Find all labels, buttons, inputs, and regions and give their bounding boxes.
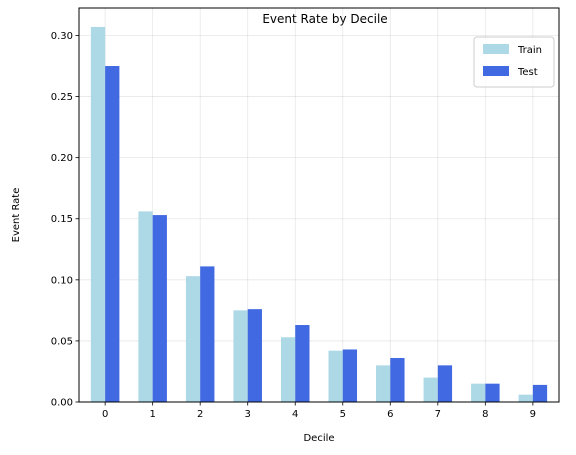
bars bbox=[90, 26, 548, 403]
bar-train bbox=[376, 365, 391, 402]
bar-test bbox=[342, 349, 358, 402]
bar-test bbox=[200, 266, 215, 402]
x-tick-label: 1 bbox=[149, 409, 155, 420]
legend-label-train: Train bbox=[517, 45, 542, 56]
bar-train bbox=[471, 383, 486, 402]
bar-train bbox=[138, 211, 153, 402]
bar-test bbox=[390, 358, 405, 402]
legend: Train Test bbox=[473, 36, 555, 88]
bar-train bbox=[185, 276, 201, 402]
y-tick-label: 0.25 bbox=[51, 92, 73, 103]
y-tick-label: 0.30 bbox=[51, 31, 73, 42]
x-tick-label: 2 bbox=[197, 409, 203, 420]
y-tick-label: 0.20 bbox=[51, 153, 73, 164]
x-tick-label: 0 bbox=[102, 409, 108, 420]
y-axis-title: Event Rate bbox=[11, 188, 22, 243]
y-tick-label: 0.00 bbox=[51, 398, 73, 409]
bar-train bbox=[423, 377, 438, 402]
x-tick-label: 3 bbox=[245, 409, 251, 420]
grid bbox=[79, 8, 559, 403]
legend-swatch-train bbox=[483, 44, 509, 54]
x-axis: 0 1 2 3 4 5 6 7 8 9 bbox=[102, 402, 536, 420]
bar-test bbox=[532, 384, 548, 402]
y-tick-label: 0.15 bbox=[51, 214, 73, 225]
bar-test bbox=[152, 215, 167, 402]
x-tick-label: 6 bbox=[387, 409, 393, 420]
bar-train bbox=[518, 394, 533, 402]
legend-label-test: Test bbox=[517, 67, 538, 78]
legend-swatch-test bbox=[483, 66, 509, 76]
x-tick-label: 5 bbox=[340, 409, 346, 420]
x-tick-label: 9 bbox=[530, 409, 536, 420]
bar-test bbox=[295, 325, 310, 402]
bar-test bbox=[105, 66, 120, 402]
bar-train bbox=[233, 310, 248, 402]
bar-train bbox=[90, 26, 106, 403]
chart-title: Event Rate by Decile bbox=[262, 12, 387, 26]
bar-test bbox=[485, 383, 500, 402]
y-tick-label: 0.05 bbox=[51, 336, 73, 347]
bar-train bbox=[328, 350, 343, 402]
plot-frame bbox=[78, 7, 560, 403]
bar-train bbox=[280, 337, 296, 402]
x-tick-label: 4 bbox=[292, 409, 298, 420]
x-axis-title: Decile bbox=[303, 433, 334, 444]
y-axis: 0.00 0.05 0.10 0.15 0.20 0.25 0.30 bbox=[51, 31, 79, 409]
y-tick-label: 0.10 bbox=[51, 275, 73, 286]
bar-test bbox=[437, 365, 453, 402]
bar-test bbox=[247, 309, 262, 402]
x-tick-label: 7 bbox=[435, 409, 441, 420]
x-tick-label: 8 bbox=[482, 409, 488, 420]
